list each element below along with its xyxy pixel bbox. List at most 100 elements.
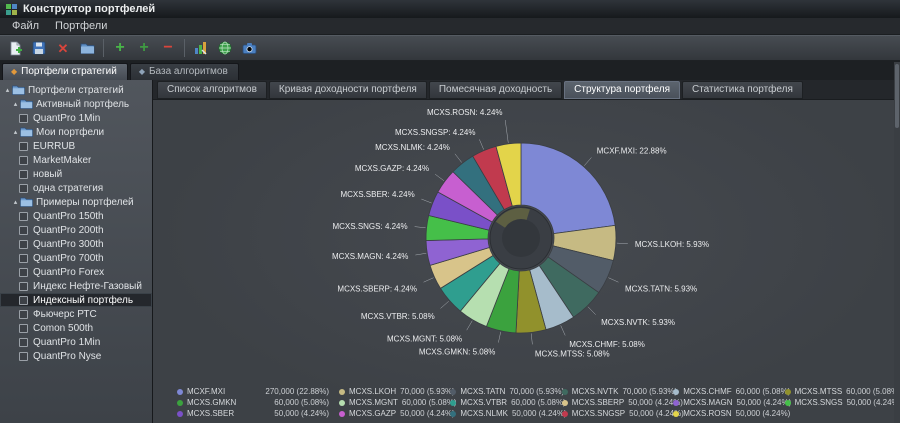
checkbox[interactable] [19, 113, 28, 123]
doc-tab-Портфели стратегий[interactable]: ◆ Портфели стратегий [2, 63, 128, 80]
tree-item-QuantPro Nyse[interactable]: QuantPro Nyse [0, 349, 152, 363]
chart-legend: MCXF.MXI 270,000 (22.88%) MCXS.LKOH 70,000 … [153, 387, 900, 423]
checkbox[interactable] [19, 169, 28, 179]
menu-item-Файл[interactable]: Файл [12, 20, 40, 32]
remove-button[interactable]: − [157, 37, 179, 59]
menu-item-Портфели[interactable]: Портфели [55, 20, 108, 32]
view-tab-Структура портфеля[interactable]: Структура портфеля [564, 81, 680, 99]
expand-arrow-icon[interactable]: ▴ [13, 101, 18, 108]
tree-item-label: Comon 500th [33, 322, 94, 334]
pie-slice-MCXF.MXI[interactable] [520, 142, 616, 235]
legend-value: 60,000 (5.08%) [511, 398, 566, 407]
globe-refresh-button[interactable] [214, 37, 236, 59]
tree-item-Индекс Нефте-Газовый[interactable]: Индекс Нефте-Газовый [0, 279, 152, 293]
checkbox[interactable] [19, 183, 28, 193]
tree-item-Мои портфели[interactable]: ▴ Мои портфели [0, 125, 152, 139]
tree-item-QuantPro 700th[interactable]: QuantPro 700th [0, 251, 152, 265]
scrollbar-thumb[interactable] [895, 64, 899, 128]
folder-icon [80, 43, 94, 54]
view-tab-Помесячная доходность[interactable]: Помесячная доходность [428, 81, 563, 99]
legend-color-dot [673, 388, 680, 395]
legend-value: 50,000 (4.24%) [400, 409, 455, 418]
tree-item-QuantPro 150th[interactable]: QuantPro 150th [0, 209, 152, 223]
new-portfolio-button[interactable] [4, 37, 26, 59]
legend-name: MCXS.MGNT [349, 398, 398, 407]
expand-arrow-icon[interactable]: ▴ [5, 87, 10, 94]
legend-value: 50,000 (4.24%) [511, 409, 567, 418]
tree-item-Индексный портфель[interactable]: Индексный портфель [0, 293, 152, 307]
checkbox[interactable] [19, 295, 28, 305]
label-leader-line [466, 320, 473, 331]
tree-item-QuantPro 1Min[interactable]: QuantPro 1Min [0, 335, 152, 349]
expand-arrow-icon[interactable]: ▴ [13, 129, 18, 136]
legend-value: 50,000 (4.24%) [735, 409, 791, 418]
tree-item-QuantPro 200th[interactable]: QuantPro 200th [0, 223, 152, 237]
add-alt-button[interactable]: + [133, 37, 155, 59]
legend-color-dot [339, 399, 345, 406]
checkbox[interactable] [19, 281, 28, 291]
view-tab-Список алгоритмов[interactable]: Список алгоритмов [157, 81, 267, 99]
slice-label-MCXS.TATN: MCXS.TATN: 5.93% [625, 284, 697, 293]
checkbox[interactable] [19, 141, 28, 151]
save-button[interactable] [28, 37, 50, 59]
checkbox[interactable] [19, 253, 28, 263]
checkbox[interactable] [19, 351, 28, 361]
legend-value: 60,000 (5.08%) [846, 387, 900, 396]
label-leader-line [454, 153, 462, 163]
tree-item-одна стратегия[interactable]: одна стратегия [0, 181, 152, 195]
slice-label-MCXS.NLMK: MCXS.NLMK: 4.24% [375, 143, 450, 152]
tree-item-Фьючерс РТС[interactable]: Фьючерс РТС [0, 307, 152, 321]
doc-tab-База алгоритмов[interactable]: ◆ База алгоритмов [129, 63, 239, 80]
legend-name: MCXS.NLMK [460, 409, 508, 418]
camera-icon [242, 43, 256, 54]
slice-label-MCXS.SNGS: MCXS.SNGS: 4.24% [332, 222, 407, 231]
tree-item-QuantPro Forex[interactable]: QuantPro Forex [0, 265, 152, 279]
view-tab-Статистика портфеля[interactable]: Статистика портфеля [681, 81, 803, 99]
checkbox[interactable] [19, 309, 28, 319]
legend-item-MCXS.MGNT: MCXS.MGNT 60,000 (5.08%) [339, 398, 457, 407]
snapshot-button[interactable] [238, 37, 260, 59]
legend-item-MCXS.MAGN: MCXS.MAGN 50,000 (4.24%) [673, 398, 791, 407]
tree-item-label: Мои портфели [36, 126, 105, 138]
legend-value: 60,000 (5.08%) [401, 398, 457, 407]
tree-item-EURRUB[interactable]: EURRUB [0, 139, 152, 153]
checkbox[interactable] [19, 337, 28, 347]
slice-label-MCXS.CHMF: MCXS.CHMF: 5.08% [569, 340, 645, 349]
legend-item-MCXS.NVTK: MCXS.NVTK 70,000 (5.93%) [561, 387, 677, 396]
tree-item-Активный портфель[interactable]: ▴ Активный портфель [0, 97, 152, 111]
tree-item-Примеры портфелей[interactable]: ▴ Примеры портфелей [0, 195, 152, 209]
legend-name: MCXS.SBER [187, 409, 235, 418]
legend-color-dot [177, 399, 183, 406]
view-tab-Кривая доходности портфеля[interactable]: Кривая доходности портфеля [268, 81, 427, 99]
tree-item-Comon 500th[interactable]: Comon 500th [0, 321, 152, 335]
checkbox[interactable] [19, 323, 28, 333]
legend-item-MCXS.CHMF: MCXS.CHMF 60,000 (5.08%) [673, 387, 790, 396]
legend-item-MCXS.SBER: MCXS.SBER 50,000 (4.24%) [177, 409, 329, 418]
legend-name: MCXS.SNGS [794, 398, 843, 407]
tree-item-новый[interactable]: новый [0, 167, 152, 181]
tree-item-QuantPro 1Min[interactable]: QuantPro 1Min [0, 111, 152, 125]
tree-item-label: QuantPro Nyse [33, 350, 102, 362]
checkbox[interactable] [19, 211, 28, 221]
tree-item-label: QuantPro Forex [33, 266, 105, 278]
legend-color-dot [673, 399, 680, 406]
legend-color-dot [177, 410, 183, 417]
chart-settings-button[interactable] [190, 37, 212, 59]
vertical-scrollbar[interactable] [894, 62, 900, 423]
open-folder-button[interactable] [76, 37, 98, 59]
slice-label-MCXS.ROSN: MCXS.ROSN: 4.24% [427, 108, 503, 117]
checkbox[interactable] [19, 155, 28, 165]
tree-item-MarketMaker[interactable]: MarketMaker [0, 153, 152, 167]
checkbox[interactable] [19, 225, 28, 235]
delete-button[interactable]: ✕ [52, 37, 74, 59]
checkbox[interactable] [19, 267, 28, 277]
pie-slice-MCXS.ROSN[interactable] [495, 142, 522, 207]
slice-label-MCXS.SBERP: MCXS.SBERP: 4.24% [337, 284, 417, 293]
add-button[interactable]: + [109, 37, 131, 59]
tree-item-Портфели стратегий[interactable]: ▴ Портфели стратегий [0, 83, 152, 97]
expand-arrow-icon[interactable]: ▴ [13, 199, 18, 206]
tree-item-QuantPro 300th[interactable]: QuantPro 300th [0, 237, 152, 251]
checkbox[interactable] [19, 239, 28, 249]
tab-diamond-icon: ◆ [138, 67, 145, 76]
